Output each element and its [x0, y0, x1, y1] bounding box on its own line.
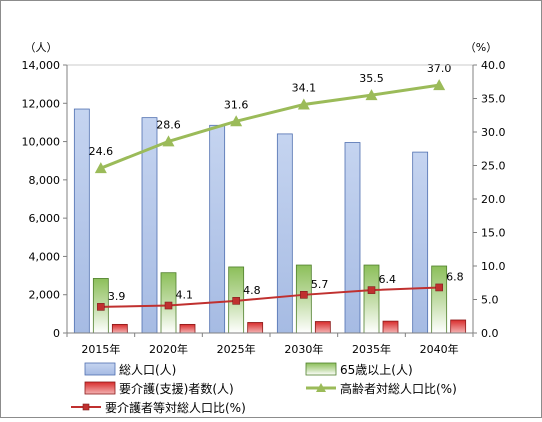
- data-label-elderly-ratio: 37.0: [427, 62, 452, 75]
- marker-elderly-ratio: [94, 162, 107, 174]
- y-left-tick-label: 12,000: [22, 97, 61, 110]
- bar-age-65-plus: [295, 264, 312, 334]
- x-tick-label: 2020年: [149, 342, 188, 356]
- x-tick-label: 2025年: [217, 342, 256, 356]
- y-right-tick-label: 0.0: [481, 327, 499, 340]
- marker-care-ratio: [300, 291, 308, 299]
- data-label-care-ratio: 5.7: [311, 278, 329, 291]
- y-right-tick-label: 5.0: [481, 294, 499, 307]
- data-label-care-ratio: 3.9: [108, 290, 126, 303]
- marker-care-ratio: [435, 283, 443, 292]
- y-left-tick-label: 14,000: [22, 59, 61, 72]
- data-label-care-ratio: 4.8: [243, 284, 261, 297]
- data-label-care-ratio: 6.8: [446, 270, 464, 283]
- y-right-tick-label: 40.0: [481, 59, 506, 72]
- y-left-tick-label: 4,000: [29, 250, 61, 263]
- y-right-tick-label: 25.0: [481, 160, 506, 173]
- y-left-tick-label: 8,000: [29, 174, 61, 187]
- plot-axes: [66, 64, 474, 334]
- y-right-tick-label: 15.0: [481, 227, 506, 240]
- data-label-care-ratio: 6.4: [379, 273, 397, 286]
- y-right-ticks: 0.0 5.0 10.0 15.0 20.0 25.0 30.0 35.0 40.0: [473, 59, 506, 340]
- marker-care-ratio: [367, 286, 376, 294]
- y-left-tick-label: 6,000: [29, 212, 61, 225]
- legend-label-age-65-plus: 65歳以上(人): [340, 363, 413, 377]
- bar-total-population: [73, 108, 90, 334]
- legend-swatch-total-population: [84, 362, 116, 376]
- bar-care-recipients: [111, 323, 128, 334]
- x-ticks: 2015年 2020年 2025年 2030年 2035年 2040年: [66, 333, 474, 356]
- bar-care-recipients: [247, 322, 264, 334]
- marker-elderly-ratio: [230, 115, 243, 127]
- x-tick-label: 2030年: [284, 342, 323, 356]
- line-elderly-ratio: [100, 83, 440, 170]
- y-left-tick-label: 0: [53, 327, 60, 340]
- legend-swatch-care-recipients: [84, 381, 116, 395]
- y-right-tick-label: 20.0: [481, 193, 506, 206]
- y-right-unit: （%）: [465, 41, 497, 54]
- legend-marker-elderly-ratio: [316, 383, 326, 392]
- marker-care-ratio: [164, 301, 173, 310]
- data-label-care-ratio: 4.1: [176, 289, 194, 302]
- marker-elderly-ratio: [162, 135, 175, 147]
- legend-label-care-ratio: 要介護者等対総人口比(%): [105, 400, 246, 415]
- data-label-elderly-ratio: 24.6: [89, 145, 114, 158]
- marker-care-ratio: [97, 303, 105, 311]
- plot-area: [66, 64, 474, 334]
- bar-care-recipients: [450, 319, 467, 334]
- bar-age-65-plus: [431, 265, 448, 334]
- legend-label-elderly-ratio: 高齢者対総人口比(%): [340, 381, 457, 396]
- x-tick-label: 2040年: [420, 342, 459, 356]
- y-right-tick-label: 30.0: [481, 126, 506, 139]
- legend-label-total-population: 総人口(人): [119, 363, 176, 377]
- y-left-tick-label: 10,000: [22, 136, 61, 149]
- data-label-elderly-ratio: 28.6: [156, 118, 181, 131]
- y-left-ticks: 0 2,000 4,000 6,000 8,000 10,000 12,000 14,000: [22, 59, 67, 340]
- x-tick-label: 2035年: [352, 342, 391, 356]
- bar-care-recipients: [382, 320, 399, 334]
- x-tick-label: 2015年: [81, 342, 120, 356]
- legend-marker-care-ratio: [82, 403, 90, 411]
- legend: 総人口(人) 65歳以上(人) 要介護(支援)者数(人) 高齢者対総人口比(%)…: [71, 362, 457, 415]
- line-care-ratio: [100, 286, 440, 308]
- marker-care-ratio: [232, 297, 240, 305]
- bar-total-population: [276, 133, 293, 334]
- y-right-tick-label: 10.0: [481, 260, 506, 273]
- marker-elderly-ratio: [365, 89, 378, 101]
- bar-age-65-plus: [363, 264, 380, 334]
- bar-care-recipients: [314, 321, 331, 334]
- bar-care-recipients: [179, 323, 196, 334]
- marker-elderly-ratio: [433, 79, 446, 91]
- marker-elderly-ratio: [297, 98, 310, 110]
- data-label-elderly-ratio: 34.1: [292, 82, 317, 95]
- bars: [73, 108, 467, 334]
- legend-swatch-age-65-plus: [305, 362, 337, 376]
- legend-label-care-recipients: 要介護(支援)者数(人): [119, 381, 234, 396]
- data-label-elderly-ratio: 35.5: [359, 72, 384, 85]
- y-left-tick-label: 2,000: [29, 289, 61, 302]
- lines: 24.6 28.6 31.6 34.1 35.5 37.0 3.9 4.1 4.8 5.7 6.4 6…: [89, 62, 464, 311]
- data-label-elderly-ratio: 31.6: [224, 98, 249, 111]
- y-right-tick-label: 35.0: [481, 93, 506, 106]
- bar-total-population: [412, 151, 429, 334]
- bar-total-population: [344, 142, 361, 334]
- y-left-unit: （人）: [25, 41, 58, 54]
